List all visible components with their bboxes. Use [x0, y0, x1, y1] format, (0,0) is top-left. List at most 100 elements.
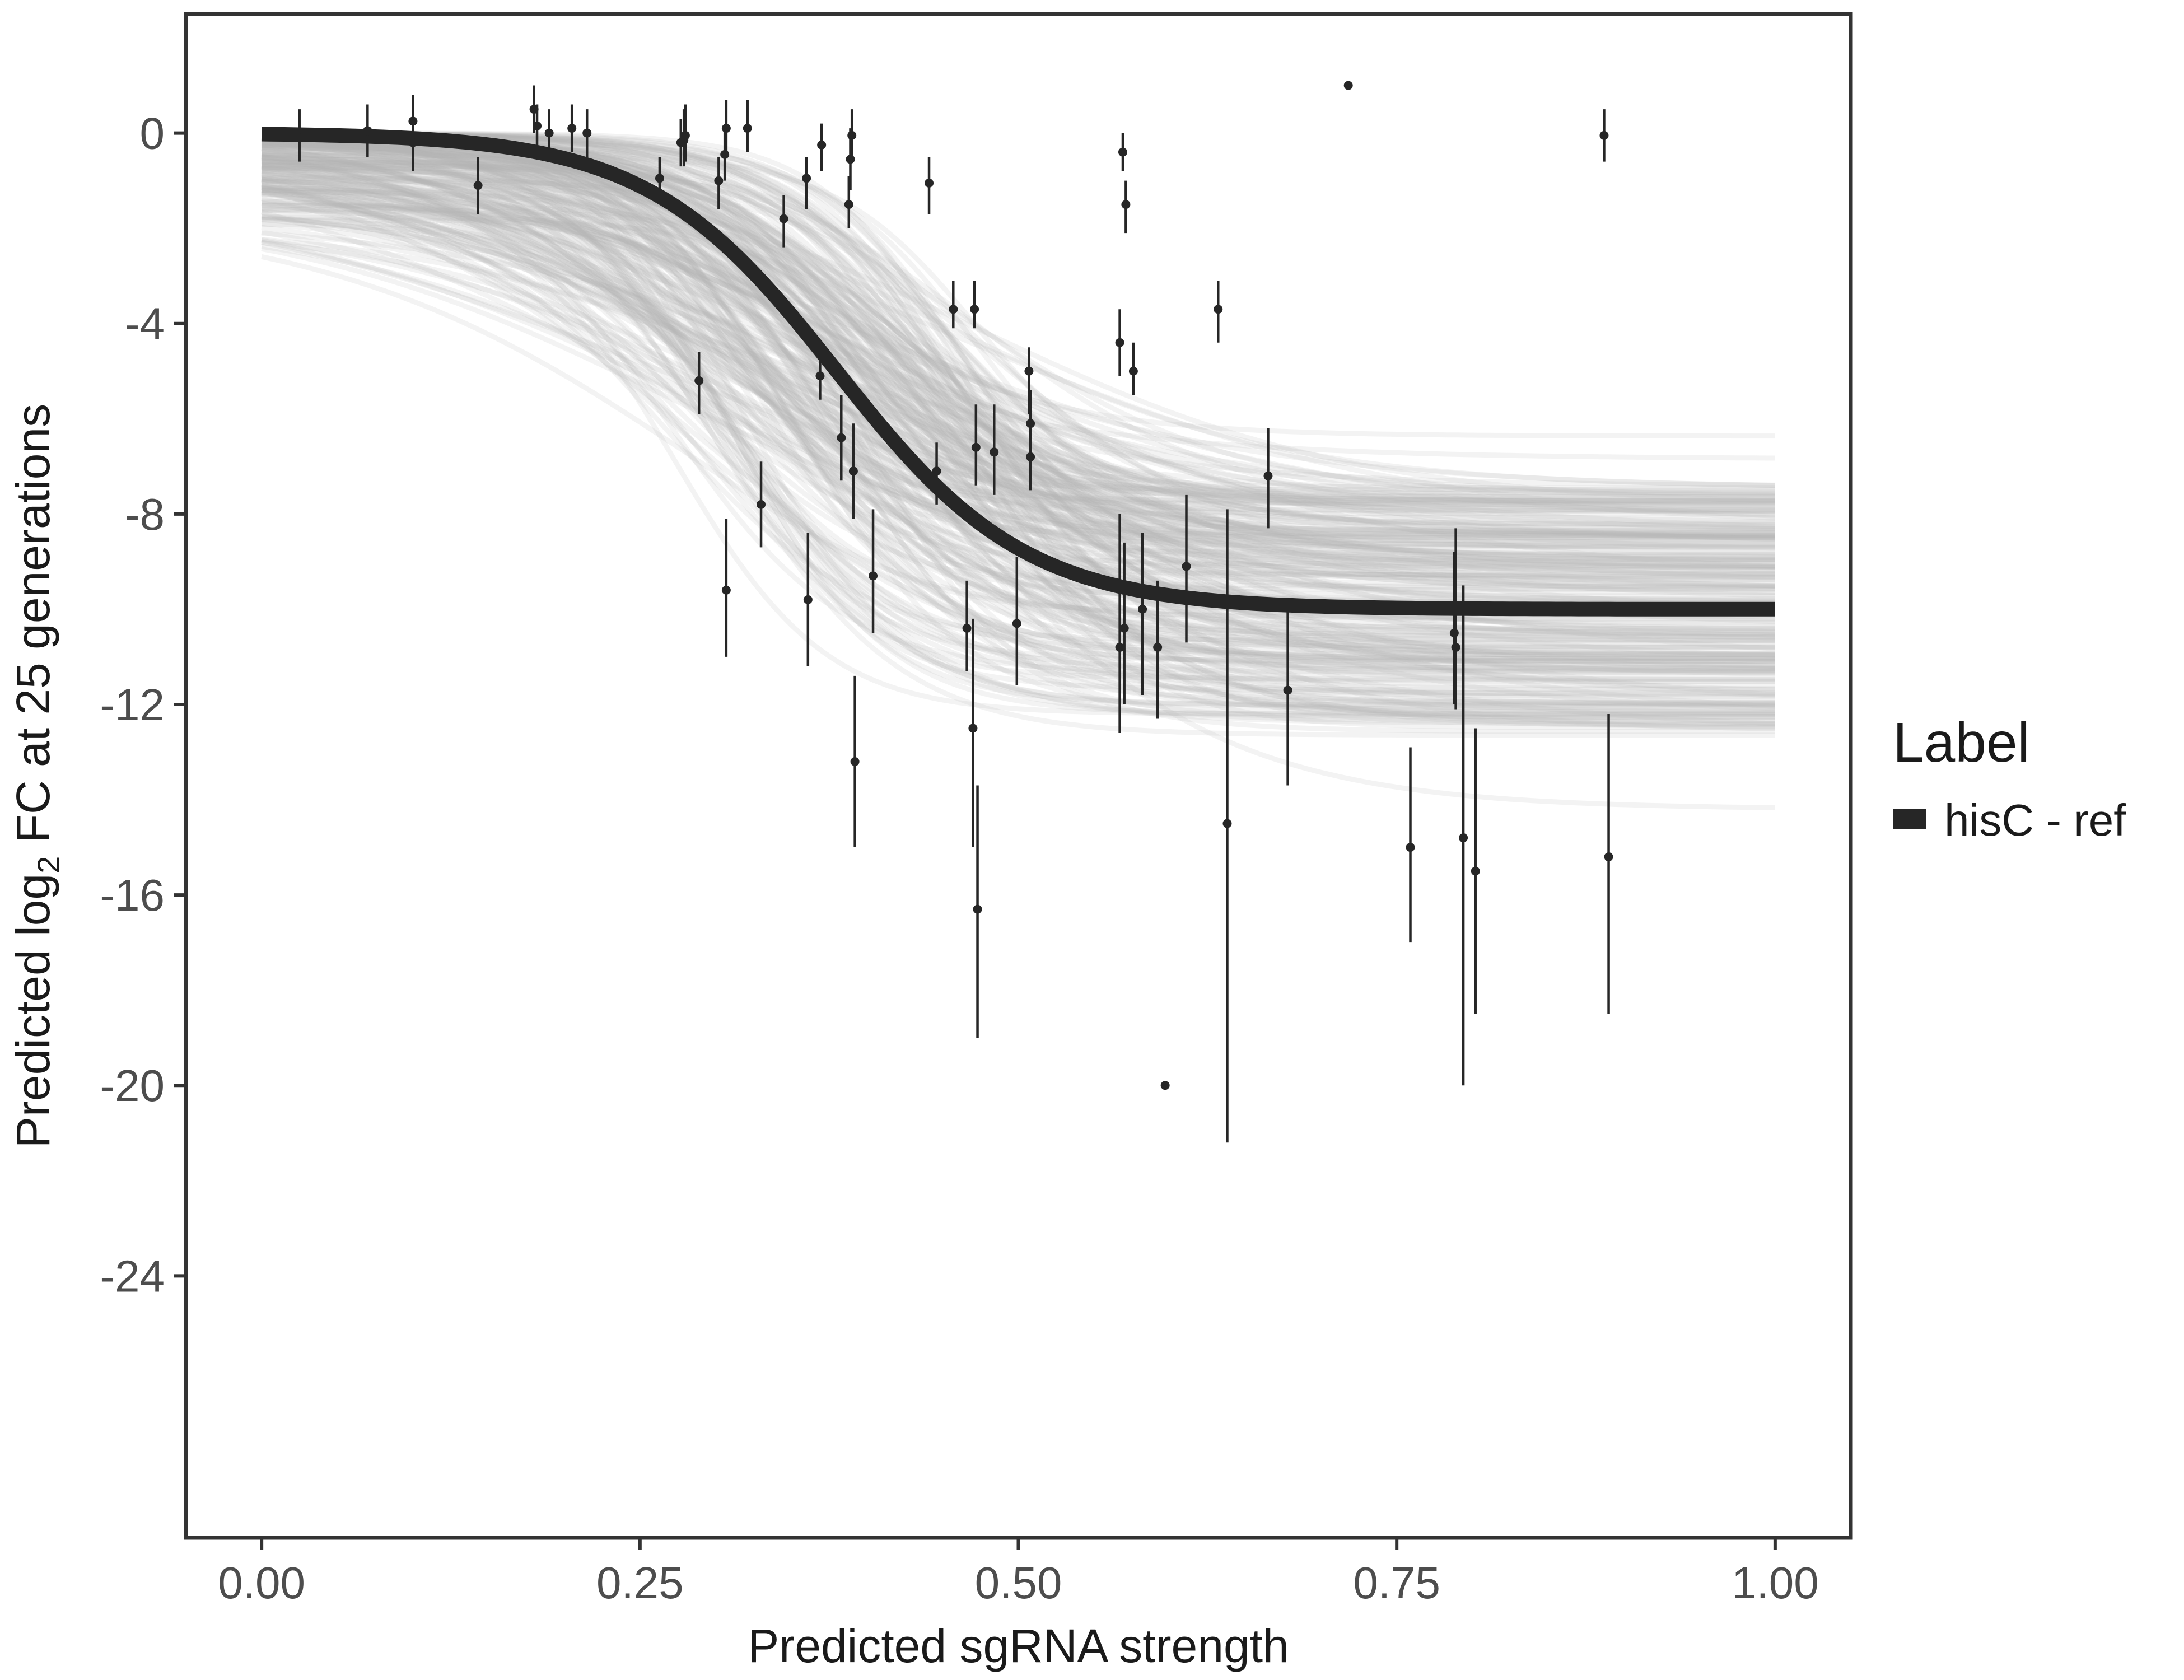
- posterior-draw-line: [261, 189, 1775, 559]
- data-point: [779, 214, 788, 223]
- data-point-group: [817, 123, 827, 171]
- data-point-group: [1138, 533, 1147, 695]
- posterior-draw-line: [262, 130, 1775, 527]
- posterior-draw-line: [261, 138, 1775, 810]
- data-point: [1451, 642, 1460, 652]
- data-point: [1343, 81, 1353, 90]
- data-point: [1026, 452, 1035, 461]
- posterior-draw-line: [261, 139, 1775, 706]
- posterior-draw-line: [261, 146, 1775, 697]
- posterior-draw-line: [262, 214, 1775, 705]
- data-point: [408, 138, 418, 147]
- posterior-draw-line: [261, 174, 1775, 577]
- posterior-draw-line: [262, 165, 1775, 550]
- posterior-draw-line: [261, 163, 1775, 496]
- posterior-draw-line: [262, 130, 1775, 513]
- data-point-group: [1115, 514, 1124, 733]
- posterior-draw-line: [261, 146, 1775, 500]
- data-point-group: [1115, 309, 1124, 376]
- posterior-draw-line: [261, 191, 1775, 708]
- posterior-draw-line: [261, 254, 1775, 716]
- data-point-group: [815, 347, 825, 400]
- data-point: [533, 121, 542, 130]
- data-point-group: [971, 404, 981, 486]
- posterior-draw-line: [261, 137, 1775, 570]
- posterior-draw-line: [261, 187, 1776, 651]
- posterior-draw-line: [261, 141, 1775, 707]
- posterior-draw-line: [262, 131, 1775, 699]
- data-point-group: [837, 395, 846, 481]
- data-point-group: [1119, 542, 1129, 704]
- posterior-draw-line: [262, 154, 1775, 720]
- posterior-draw-line: [261, 176, 1775, 516]
- posterior-draw-line: [261, 136, 1775, 550]
- posterior-draw-line: [261, 151, 1776, 519]
- posterior-draw-line: [262, 188, 1775, 692]
- data-point: [1138, 604, 1147, 614]
- posterior-draw-line: [262, 162, 1775, 526]
- posterior-draw-line: [261, 191, 1775, 671]
- posterior-draw-line: [261, 137, 1775, 528]
- data-point-group: [869, 509, 878, 633]
- data-point: [1471, 866, 1480, 876]
- data-point: [757, 500, 766, 509]
- posterior-draw-line: [261, 169, 1775, 503]
- data-point-group: [844, 176, 853, 228]
- x-tick-label: 1.00: [1732, 1558, 1819, 1608]
- posterior-draw-line: [262, 132, 1775, 682]
- data-point-group: [1128, 342, 1138, 395]
- posterior-draw-line: [261, 134, 1775, 720]
- y-tick-label: -4: [125, 299, 165, 349]
- posterior-draw-line: [262, 131, 1775, 720]
- posterior-draw-line: [262, 176, 1775, 496]
- posterior-draw-line: [261, 184, 1775, 573]
- posterior-draw-line: [261, 200, 1775, 731]
- posterior-draw-line: [262, 152, 1775, 619]
- data-point-group: [973, 785, 982, 1038]
- data-point-group: [1026, 423, 1035, 491]
- data-point-group: [1024, 347, 1034, 414]
- data-point: [655, 174, 664, 183]
- posterior-draw-line: [261, 183, 1776, 669]
- posterior-draw-line: [261, 176, 1775, 540]
- data-point-group: [990, 404, 999, 495]
- data-point-group: [743, 100, 752, 152]
- data-point-group: [925, 157, 934, 214]
- posterior-draw-line: [262, 171, 1775, 494]
- posterior-draw-line: [261, 139, 1775, 640]
- posterior-draw-line: [261, 171, 1776, 581]
- posterior-draw-line: [262, 199, 1775, 560]
- posterior-draw-line: [261, 196, 1775, 637]
- posterior-draw-line: [261, 135, 1775, 697]
- posterior-draw-line: [261, 215, 1775, 603]
- posterior-draw-line: [261, 221, 1775, 706]
- y-tick-label: -16: [100, 870, 165, 920]
- data-point-group: [1451, 528, 1460, 710]
- data-point-group: [714, 157, 724, 209]
- posterior-draw-line: [262, 131, 1775, 535]
- data-point: [694, 376, 704, 385]
- data-point: [802, 174, 811, 183]
- data-point-group: [932, 442, 941, 505]
- posterior-draw-line: [262, 166, 1775, 539]
- posterior-draw-line: [261, 208, 1776, 697]
- posterior-draw-line: [261, 136, 1775, 540]
- posterior-draw-line: [262, 141, 1775, 664]
- posterior-draw-line: [262, 132, 1775, 601]
- data-point-group: [1459, 585, 1468, 1086]
- posterior-draw-line: [261, 158, 1775, 591]
- posterior-draw-line: [262, 221, 1775, 675]
- posterior-draw-line: [261, 154, 1775, 666]
- posterior-draw-line: [261, 182, 1775, 628]
- posterior-draw-line: [261, 138, 1775, 672]
- posterior-draw-line: [262, 190, 1775, 637]
- data-point-group: [847, 109, 857, 162]
- posterior-draw-line: [261, 149, 1775, 488]
- fit-curve-hisC-ref: [261, 127, 1775, 617]
- posterior-draw-line: [261, 237, 1775, 576]
- posterior-draw-line: [262, 149, 1775, 498]
- posterior-draw-line: [261, 172, 1775, 676]
- data-point: [971, 442, 981, 452]
- posterior-draw-line: [261, 185, 1775, 551]
- data-point: [1459, 833, 1468, 843]
